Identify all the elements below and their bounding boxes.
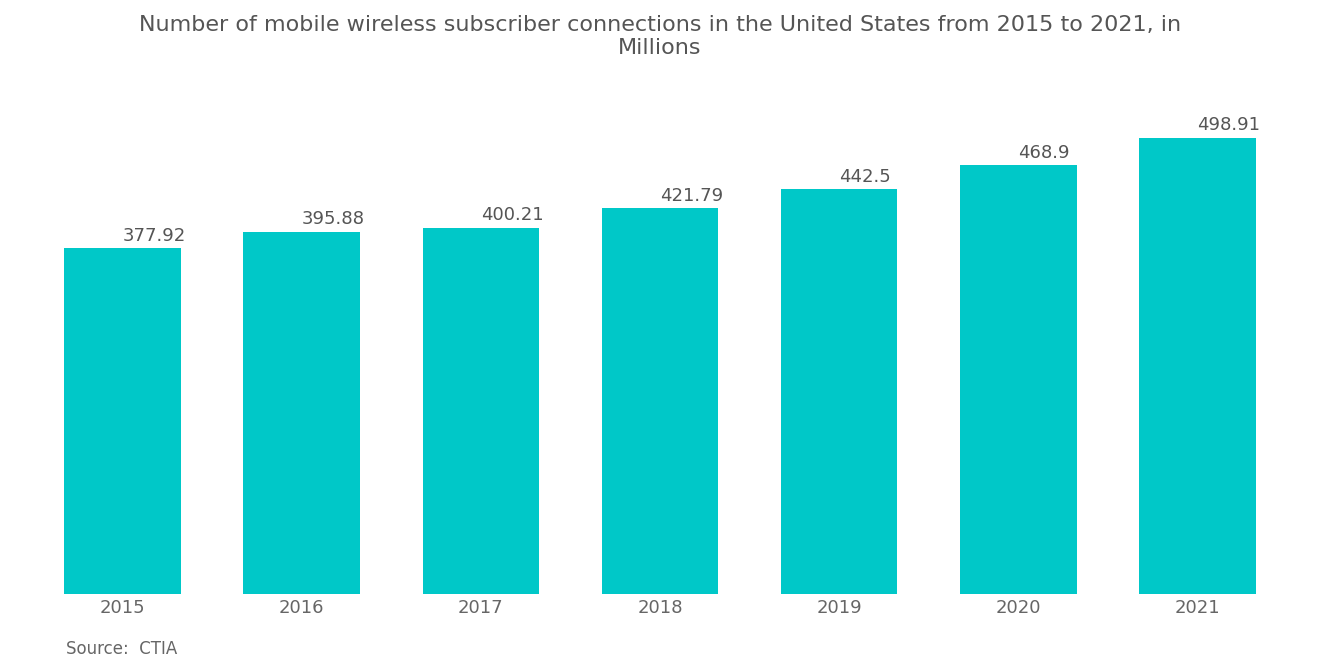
Bar bbox=[65, 249, 181, 594]
Text: 498.91: 498.91 bbox=[1197, 116, 1261, 134]
Text: 468.9: 468.9 bbox=[1018, 144, 1069, 162]
Bar bbox=[781, 190, 898, 594]
Title: Number of mobile wireless subscriber connections in the United States from 2015 : Number of mobile wireless subscriber con… bbox=[139, 15, 1181, 59]
Bar bbox=[243, 232, 360, 594]
Text: 442.5: 442.5 bbox=[840, 168, 891, 186]
Text: 377.92: 377.92 bbox=[123, 227, 186, 245]
Text: Source:  CTIA: Source: CTIA bbox=[66, 640, 177, 658]
Text: 421.79: 421.79 bbox=[660, 187, 723, 205]
Bar bbox=[602, 208, 718, 594]
Bar bbox=[1139, 138, 1255, 594]
Text: 395.88: 395.88 bbox=[302, 210, 364, 228]
Bar bbox=[422, 228, 539, 594]
Text: 400.21: 400.21 bbox=[480, 206, 544, 224]
Bar bbox=[960, 166, 1077, 594]
